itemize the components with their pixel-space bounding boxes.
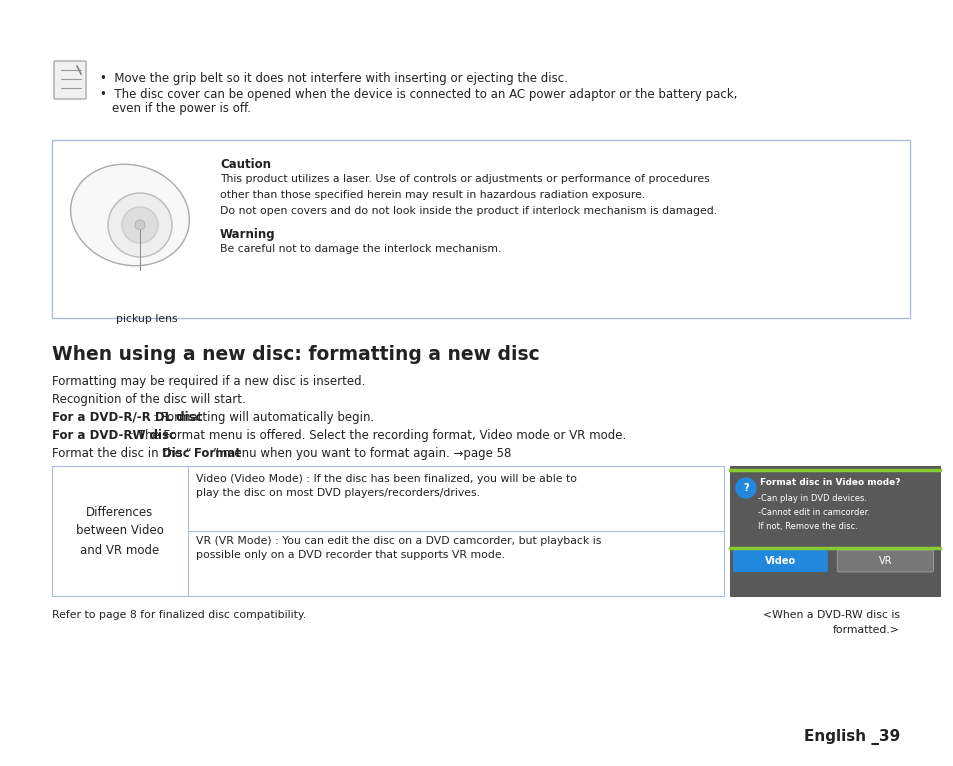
Text: -Cannot edit in camcorder.: -Cannot edit in camcorder. (758, 508, 869, 517)
Text: For a DVD-RW disc: For a DVD-RW disc (52, 429, 175, 442)
Text: Disc Format: Disc Format (162, 447, 241, 460)
Circle shape (735, 478, 755, 498)
Text: ” menu when you want to format again. →page 58: ” menu when you want to format again. →p… (213, 447, 511, 460)
FancyBboxPatch shape (732, 550, 827, 572)
Ellipse shape (71, 164, 190, 266)
Text: pickup lens: pickup lens (116, 314, 177, 324)
Circle shape (108, 193, 172, 257)
Text: : Formatting will automatically begin.: : Formatting will automatically begin. (152, 411, 374, 424)
Text: even if the power is off.: even if the power is off. (112, 102, 251, 115)
Text: Differences
between Video
and VR mode: Differences between Video and VR mode (76, 506, 164, 557)
Bar (729, 466, 939, 596)
Text: •  Move the grip belt so it does not interfere with inserting or ejecting the di: • Move the grip belt so it does not inte… (100, 72, 567, 85)
FancyBboxPatch shape (54, 61, 86, 99)
Text: Formatting may be required if a new disc is inserted.: Formatting may be required if a new disc… (52, 375, 365, 388)
Text: Warning: Warning (220, 228, 275, 241)
Text: If not, Remove the disc.: If not, Remove the disc. (758, 522, 857, 531)
Text: Format the disc in the “: Format the disc in the “ (52, 447, 192, 460)
Bar (52, 466, 723, 596)
Text: For a DVD-R/-R DL disc: For a DVD-R/-R DL disc (52, 411, 202, 424)
Bar (52, 140, 909, 318)
Text: Refer to page 8 for finalized disc compatibility.: Refer to page 8 for finalized disc compa… (52, 610, 306, 620)
Text: Do not open covers and do not look inside the product if interlock mechanism is : Do not open covers and do not look insid… (220, 206, 717, 216)
Text: When using a new disc: formatting a new disc: When using a new disc: formatting a new … (52, 345, 539, 364)
Text: Video: Video (764, 556, 795, 566)
Text: Recognition of the disc will start.: Recognition of the disc will start. (52, 393, 246, 406)
Text: •  The disc cover can be opened when the device is connected to an AC power adap: • The disc cover can be opened when the … (100, 88, 737, 101)
Text: Be careful not to damage the interlock mechanism.: Be careful not to damage the interlock m… (220, 244, 501, 254)
Text: ?: ? (742, 483, 748, 493)
Text: <When a DVD-RW disc is
formatted.>: <When a DVD-RW disc is formatted.> (762, 610, 899, 635)
FancyBboxPatch shape (837, 550, 933, 572)
Text: VR (VR Mode) : You can edit the disc on a DVD camcorder, but playback is
possibl: VR (VR Mode) : You can edit the disc on … (195, 536, 600, 560)
Text: -Can play in DVD devices.: -Can play in DVD devices. (758, 494, 866, 503)
Text: Video (Video Mode) : If the disc has been finalized, you will be able to
play th: Video (Video Mode) : If the disc has bee… (195, 474, 577, 498)
Text: : The Format menu is offered. Select the recording format, Video mode or VR mode: : The Format menu is offered. Select the… (130, 429, 625, 442)
Text: Format disc in Video mode?: Format disc in Video mode? (760, 478, 900, 487)
Text: VR: VR (878, 556, 891, 566)
Text: This product utilizes a laser. Use of controls or adjustments or performance of : This product utilizes a laser. Use of co… (220, 174, 709, 184)
Text: other than those specified herein may result in hazardous radiation exposure.: other than those specified herein may re… (220, 190, 644, 200)
Text: Caution: Caution (220, 158, 271, 171)
Circle shape (122, 207, 158, 243)
Circle shape (135, 220, 145, 230)
Text: English _39: English _39 (803, 729, 899, 745)
